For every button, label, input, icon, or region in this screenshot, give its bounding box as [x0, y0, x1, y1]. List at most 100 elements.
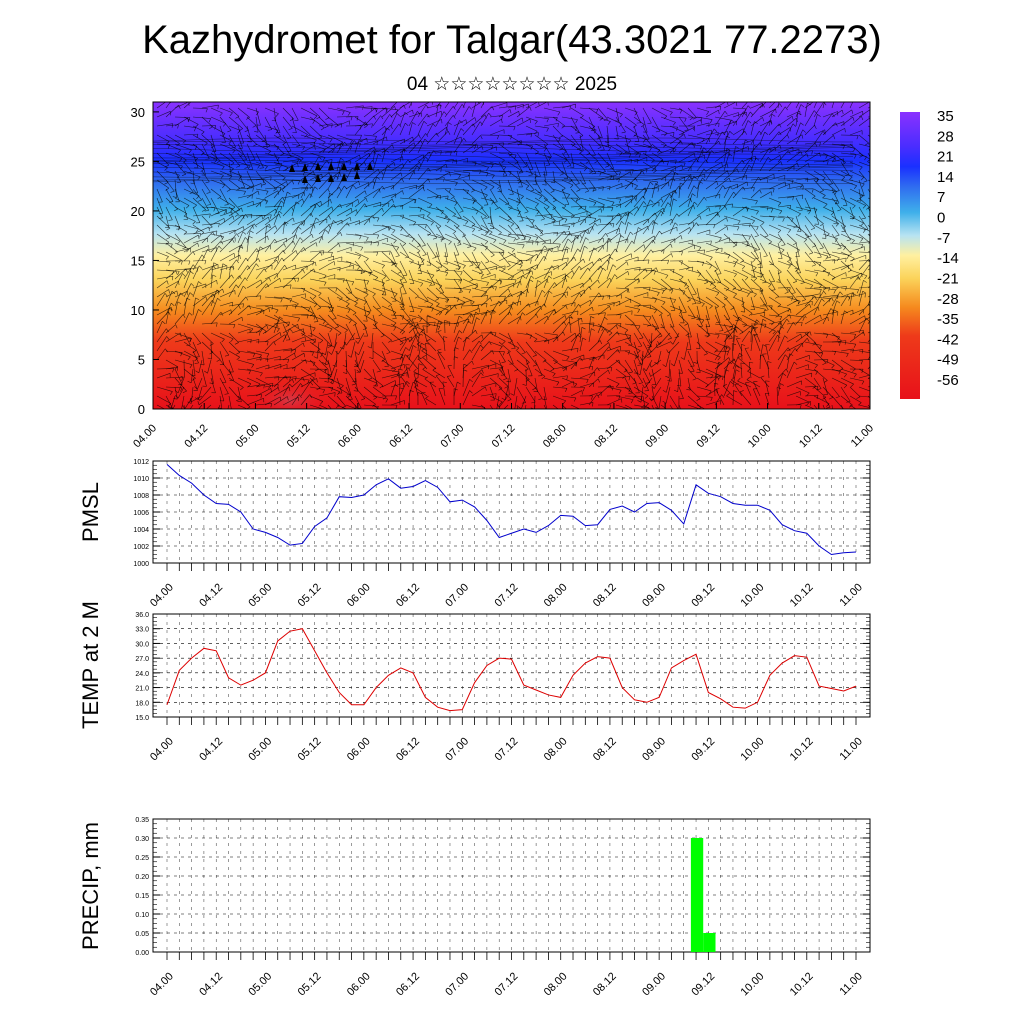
wind-barb: [624, 314, 635, 324]
wind-barb: [543, 350, 558, 362]
wind-barb-flag: [683, 162, 686, 167]
wind-barb: [174, 116, 190, 118]
wind-barb: [192, 161, 205, 170]
wind-barb: [507, 117, 523, 127]
wind-barb: [381, 193, 396, 199]
wind-barb: [192, 265, 200, 280]
wind-barb-flag: [181, 173, 186, 176]
wind-barb-flag: [342, 365, 347, 367]
wind-barb: [795, 233, 807, 240]
wind-barb: [318, 229, 326, 244]
wind-barb-flag: [671, 253, 673, 258]
wind-barb-flag: [485, 217, 490, 220]
wind-barb: [624, 152, 641, 154]
wind-barb: [480, 188, 489, 205]
wind-barb-flag: [275, 113, 279, 117]
wind-barb: [228, 359, 234, 373]
wind-barb: [768, 114, 773, 127]
wind-barb: [207, 359, 212, 374]
wind-barb: [750, 269, 764, 275]
wind-barb: [786, 287, 798, 301]
wind-barb: [327, 287, 343, 299]
wind-barb: [849, 349, 864, 352]
wind-barb: [165, 280, 179, 289]
wind-barb: [552, 366, 567, 370]
wind-barb-flag: [300, 158, 304, 162]
wind-barb-flag: [784, 335, 788, 339]
wind-barb: [381, 332, 392, 341]
wind-barb: [300, 359, 316, 363]
wind-barb: [642, 235, 655, 244]
wind-barb-flag: [872, 109, 873, 113]
wind-barb-flag: [414, 295, 419, 299]
wind-barb-flag: [736, 102, 738, 106]
wind-barb-flag: [421, 328, 425, 332]
wind-barb-flag: [216, 280, 218, 285]
wind-barb: [399, 269, 407, 283]
wind-barb: [381, 278, 387, 296]
wind-barb-flag: [565, 262, 568, 267]
wind-barb: [381, 269, 390, 281]
wind-barb-flag: [168, 261, 171, 266]
wind-barb-flag: [190, 283, 195, 287]
wind-barb: [417, 104, 427, 118]
wind-barb: [588, 107, 604, 119]
wind-barb-flag: [598, 292, 602, 297]
wind-barb: [480, 102, 485, 109]
wind-barb: [480, 350, 493, 361]
wind-barb: [210, 208, 227, 217]
wind-barb-flag: [831, 113, 835, 118]
wind-barb-flag: [485, 246, 488, 251]
wind-barb-flag: [579, 151, 583, 155]
wind-barb: [552, 188, 570, 195]
wind-barb: [327, 232, 341, 244]
wind-barb-flag: [246, 117, 250, 120]
wind-barb: [219, 197, 236, 208]
wind-barb-flag: [480, 274, 484, 278]
wind-barb-flag: [168, 219, 173, 221]
wind-barb-flag: [262, 331, 267, 334]
wind-barb: [759, 120, 772, 127]
wind-barb-flag: [503, 166, 507, 171]
wind-barb-flag: [295, 250, 298, 255]
wind-barb: [849, 269, 868, 277]
wind-barb: [291, 220, 305, 226]
wind-barb: [741, 111, 751, 127]
wind-barb: [183, 242, 198, 253]
wind-barb-flag: [584, 206, 587, 211]
wind-barb: [264, 256, 279, 262]
wind-barb-flag: [853, 334, 857, 339]
wind-barb-flag: [514, 161, 519, 165]
wind-barb-flag: [663, 249, 665, 254]
wind-barb: [759, 251, 763, 268]
wind-barb: [165, 188, 174, 202]
wind-barb: [759, 296, 769, 310]
wind-barb: [669, 368, 672, 382]
wind-barb: [291, 269, 304, 280]
wind-barb-flag: [426, 324, 431, 328]
wind-barb: [813, 188, 826, 196]
wind-barb-flag: [248, 236, 253, 239]
wind-barb: [309, 217, 317, 235]
wind-barb: [471, 233, 488, 242]
wind-barb-flag: [567, 165, 572, 167]
wind-barb-flag: [580, 357, 583, 362]
wind-barb-flag: [407, 338, 411, 342]
wind-barb: [714, 287, 728, 298]
wind-barb: [471, 145, 483, 154]
wind-barb-flag: [252, 187, 254, 192]
wind-barb-flag: [546, 118, 549, 123]
wind-barb: [741, 323, 757, 329]
wind-barb: [642, 377, 649, 391]
wind-barb: [804, 125, 815, 136]
wind-barb: [399, 319, 411, 334]
wind-barb: [543, 265, 559, 271]
wind-barb-flag: [406, 354, 411, 357]
wind-barb-flag: [227, 373, 232, 376]
wind-barb-flag: [328, 172, 331, 177]
wind-barb-flag: [596, 109, 599, 114]
wind-barb-flag: [455, 159, 458, 164]
wind-barb-flag: [213, 262, 218, 265]
wind-barb: [309, 250, 324, 253]
wind-barb-flag: [404, 112, 409, 116]
